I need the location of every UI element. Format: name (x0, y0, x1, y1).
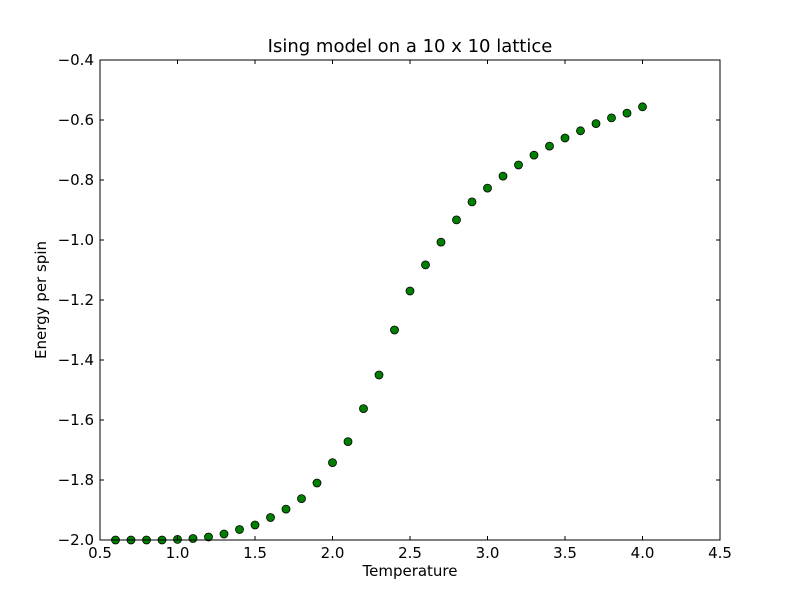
data-point (343, 437, 353, 447)
data-point (297, 494, 306, 504)
data-point (266, 513, 275, 522)
y-tick-label: −1.4 (58, 351, 94, 369)
x-tick-label: 0.5 (88, 544, 112, 562)
y-tick-label: −1.0 (58, 231, 94, 249)
data-point (204, 532, 213, 542)
x-axis-label: Temperature (361, 562, 457, 580)
x-tick-label: 3.0 (476, 544, 500, 562)
x-tick-label: 3.5 (553, 544, 577, 562)
chart-title: Ising model on a 10 x 10 lattice (268, 36, 553, 57)
data-point (452, 215, 461, 225)
y-tick-label: −2.0 (58, 531, 94, 549)
data-point (483, 183, 492, 193)
x-tick-label: 1.0 (166, 544, 190, 562)
data-point (591, 119, 601, 128)
data-point (328, 458, 337, 468)
plot-frame (99, 59, 721, 541)
x-tick-label: 1.5 (243, 544, 267, 562)
data-point (529, 150, 539, 160)
data-point (498, 171, 508, 181)
data-point (607, 113, 616, 123)
data-point (405, 286, 415, 296)
x-tick-label: 2.5 (398, 544, 422, 562)
y-axis-label: Energy per spin (32, 241, 50, 359)
y-tick-label: −0.8 (58, 171, 94, 189)
data-point (638, 102, 647, 112)
y-tick-label: −1.2 (58, 291, 94, 309)
data-point (219, 529, 229, 539)
data-point (235, 525, 244, 534)
data-point (436, 237, 446, 247)
data-point (281, 504, 291, 514)
data-point (250, 520, 260, 530)
y-tick-label: −0.6 (58, 111, 94, 129)
x-tick-label: 4.0 (631, 544, 655, 562)
y-tick-label: −0.4 (58, 51, 94, 69)
data-point (576, 126, 585, 136)
y-tick-label: −1.6 (58, 411, 94, 429)
data-point (514, 160, 523, 170)
data-point (312, 478, 322, 488)
data-point (188, 534, 198, 543)
data-point (421, 260, 430, 270)
data-points (111, 102, 647, 545)
data-point (622, 108, 632, 118)
data-point (374, 370, 384, 380)
x-tick-label: 4.5 (708, 544, 732, 562)
axis-ticks: 0.5 1.0 1.5 2.0 2.5 3.0 3.5 4.0 4.5 −2.0 −1.8 −1.6 −… (58, 51, 732, 562)
data-point (560, 133, 570, 143)
data-point (545, 141, 554, 151)
data-point (390, 325, 399, 335)
x-tick-label: 2.0 (321, 544, 345, 562)
y-tick-label: −1.8 (58, 471, 94, 489)
data-point (359, 404, 368, 414)
data-point (467, 197, 477, 207)
